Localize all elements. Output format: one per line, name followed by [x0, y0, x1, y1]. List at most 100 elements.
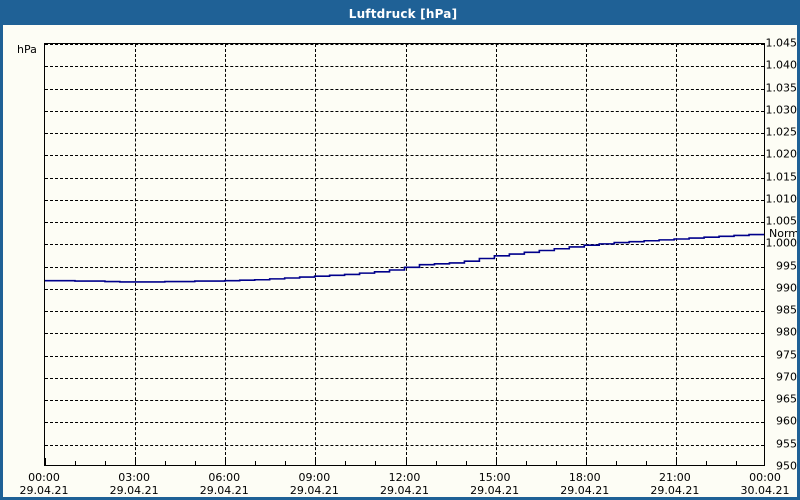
y-tick-label: 955: [776, 437, 797, 451]
x-tick-minor: [645, 461, 647, 465]
gridline-vertical: [405, 44, 407, 465]
x-tick-major: [315, 458, 317, 465]
x-tick-minor: [75, 461, 77, 465]
gridline-horizontal: [45, 177, 764, 179]
plot-area: [44, 43, 765, 466]
gridline-vertical: [585, 44, 587, 465]
gridline-vertical: [495, 44, 497, 465]
gridline-horizontal: [45, 88, 764, 90]
x-tick-date: 29.04.21: [19, 484, 69, 497]
x-tick-label: 21:00 29.04.21: [650, 471, 699, 497]
x-tick-label: 15:00 29.04.21: [470, 471, 519, 497]
x-tick-minor: [195, 461, 197, 465]
gridline-vertical: [225, 44, 227, 465]
x-tick-minor: [465, 461, 467, 465]
y-tick-label: 1.045: [765, 36, 798, 50]
y-tick-label: 1.030: [765, 103, 798, 117]
x-tick-date: 29.04.21: [199, 484, 249, 497]
x-tick-major: [135, 458, 137, 465]
x-tick-label: 09:00 29.04.21: [290, 471, 339, 497]
y-tick-label: 1.000: [765, 236, 798, 250]
y-tick-label: 980: [776, 325, 797, 339]
window-titlebar: Luftdruck [hPa]: [3, 3, 797, 25]
x-tick-major: [585, 458, 587, 465]
gridline-horizontal: [45, 377, 764, 379]
gridline-horizontal: [45, 311, 764, 313]
x-tick-minor: [525, 461, 527, 465]
y-tick-label: 1.020: [765, 147, 798, 161]
y-tick-label: 1.040: [765, 58, 798, 72]
gridline-horizontal: [45, 222, 764, 224]
x-tick-minor: [735, 461, 737, 465]
x-tick-time: 21:00: [659, 471, 691, 484]
x-tick-date: 29.04.21: [289, 484, 339, 497]
x-tick-time: 00:00: [28, 471, 60, 484]
x-tick-label: 00:00 29.04.21: [20, 471, 69, 497]
y-axis-title: hPa: [17, 43, 37, 56]
y-tick-label: 995: [776, 259, 797, 273]
y-tick-label: 965: [776, 392, 797, 406]
x-tick-label: 03:00 29.04.21: [110, 471, 159, 497]
gridline-vertical: [135, 44, 137, 465]
x-tick-major: [495, 458, 497, 465]
x-tick-time: 00:00: [749, 471, 781, 484]
y-tick-label: 950: [776, 459, 797, 473]
gridline-horizontal: [45, 444, 764, 446]
window-title: Luftdruck [hPa]: [348, 7, 458, 21]
x-tick-minor: [345, 461, 347, 465]
x-tick-minor: [375, 461, 377, 465]
x-tick-minor: [255, 461, 257, 465]
chart-canvas: hPa 1.045 1.040 1.035 1.030 1.025 1.020 1.015 1…: [3, 25, 800, 497]
x-tick-date: 29.04.21: [109, 484, 159, 497]
legend-normal-label: Normal: [769, 227, 800, 241]
y-tick-label: 1.015: [765, 170, 798, 184]
x-tick-major: [45, 458, 46, 465]
gridline-horizontal: [45, 333, 764, 335]
x-tick-time: 06:00: [208, 471, 241, 484]
gridline-horizontal: [45, 110, 764, 112]
x-tick-major: [405, 458, 407, 465]
x-tick-minor: [285, 461, 287, 465]
gridline-horizontal: [45, 66, 764, 68]
gridline-horizontal: [45, 355, 764, 357]
y-tick-label: 970: [776, 370, 797, 384]
gridline-horizontal: [45, 199, 764, 201]
x-tick-label: 12:00 29.04.21: [380, 471, 429, 497]
x-tick-minor: [105, 461, 107, 465]
x-tick-time: 12:00: [388, 471, 421, 484]
x-tick-minor: [615, 461, 617, 465]
x-tick-date: 30.04.21: [740, 484, 790, 497]
series-normal-line: [45, 233, 764, 283]
x-tick-date: 29.04.21: [560, 484, 610, 497]
gridline-horizontal: [45, 422, 764, 424]
series-polyline: [45, 233, 764, 283]
gridline-vertical: [675, 44, 677, 465]
x-tick-time: 18:00: [568, 471, 601, 484]
y-tick-label: 1.035: [765, 81, 798, 95]
x-tick-date: 29.04.21: [470, 484, 520, 497]
gridline-horizontal: [45, 400, 764, 402]
gridline-horizontal: [45, 288, 764, 290]
x-tick-minor: [435, 461, 437, 465]
x-tick-date: 29.04.21: [650, 484, 700, 497]
y-tick-label: 1.010: [765, 192, 798, 206]
y-tick-label: 1.025: [765, 125, 798, 139]
x-tick-minor: [555, 461, 557, 465]
x-tick-time: 03:00: [118, 471, 150, 484]
x-tick-major: [225, 458, 227, 465]
x-tick-time: 15:00: [478, 471, 511, 484]
y-tick-label: 975: [776, 348, 797, 362]
gridline-horizontal: [45, 44, 764, 45]
gridline-horizontal: [45, 133, 764, 135]
x-tick-date: 29.04.21: [380, 484, 429, 497]
x-tick-minor: [705, 461, 707, 465]
x-tick-label: 06:00 29.04.21: [200, 471, 249, 497]
x-tick-label: 00:00 30.04.21: [741, 471, 790, 497]
y-tick-label: 960: [776, 414, 797, 428]
x-tick-label: 18:00 29.04.21: [560, 471, 609, 497]
x-tick-time: 09:00: [298, 471, 331, 484]
y-tick-label: 990: [776, 281, 797, 295]
x-tick-major: [675, 458, 677, 465]
gridline-horizontal: [45, 244, 764, 246]
